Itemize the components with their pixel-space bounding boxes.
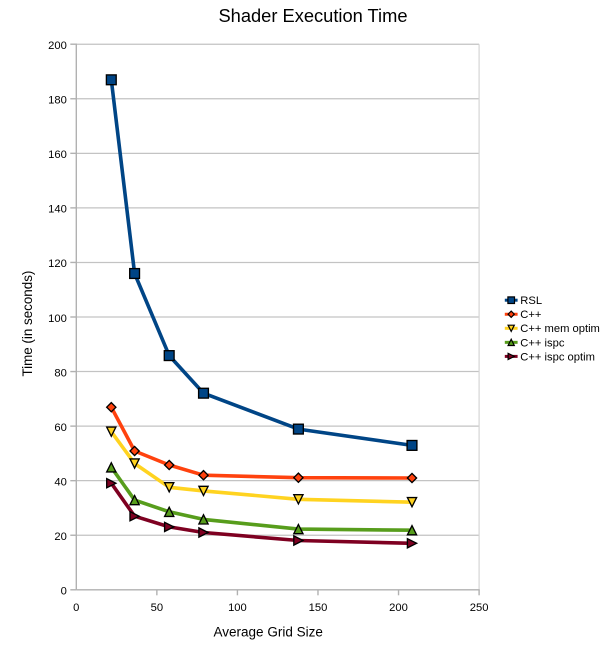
svg-text:20: 20 xyxy=(54,531,66,543)
svg-text:C++: C++ xyxy=(520,309,541,321)
svg-text:40: 40 xyxy=(54,477,66,489)
svg-text:150: 150 xyxy=(309,602,328,614)
svg-text:C++ ispc optim: C++ ispc optim xyxy=(520,351,595,363)
svg-text:0: 0 xyxy=(73,602,79,614)
svg-text:Time (in seconds): Time (in seconds) xyxy=(20,271,35,377)
svg-text:200: 200 xyxy=(48,40,67,52)
svg-text:180: 180 xyxy=(48,95,67,107)
svg-text:C++ ispc: C++ ispc xyxy=(520,337,565,349)
svg-text:60: 60 xyxy=(54,422,66,434)
svg-text:C++ mem optim: C++ mem optim xyxy=(520,323,600,335)
svg-text:0: 0 xyxy=(61,586,67,598)
svg-text:250: 250 xyxy=(470,602,489,614)
svg-text:140: 140 xyxy=(48,204,67,216)
svg-text:RSL: RSL xyxy=(520,295,542,307)
svg-text:160: 160 xyxy=(48,149,67,161)
svg-text:50: 50 xyxy=(151,602,163,614)
svg-text:Shader Execution Time: Shader Execution Time xyxy=(218,5,407,26)
svg-text:100: 100 xyxy=(48,313,67,325)
svg-text:120: 120 xyxy=(48,258,67,270)
svg-text:Average Grid Size: Average Grid Size xyxy=(214,624,323,639)
svg-text:100: 100 xyxy=(228,602,247,614)
svg-text:200: 200 xyxy=(389,602,408,614)
svg-text:80: 80 xyxy=(54,367,66,379)
